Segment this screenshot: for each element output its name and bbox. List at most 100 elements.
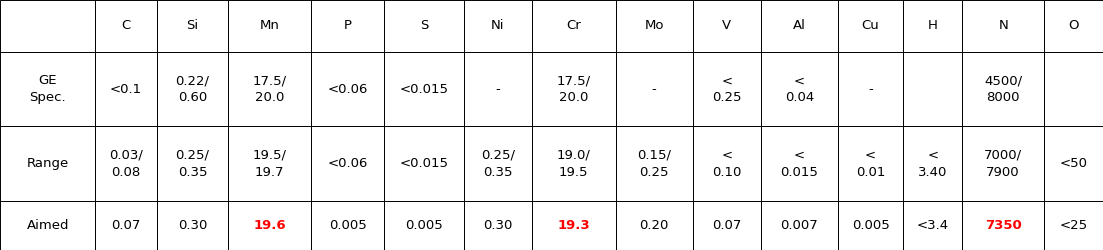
- Text: 19.3: 19.3: [557, 219, 590, 232]
- Bar: [384, 126, 464, 201]
- Text: 17.5/
20.0: 17.5/ 20.0: [557, 74, 591, 104]
- Bar: [761, 0, 838, 52]
- Text: Cr: Cr: [566, 19, 581, 32]
- Text: <0.06: <0.06: [328, 82, 368, 96]
- Text: 0.07: 0.07: [111, 219, 141, 232]
- Bar: [95, 126, 157, 201]
- Text: <0.015: <0.015: [399, 82, 449, 96]
- Text: C: C: [121, 19, 131, 32]
- Text: <
0.01: < 0.01: [856, 149, 886, 179]
- Bar: [615, 126, 693, 201]
- Bar: [311, 201, 384, 250]
- Bar: [615, 0, 693, 52]
- Bar: [228, 0, 311, 52]
- Bar: [962, 0, 1045, 52]
- Bar: [157, 0, 228, 52]
- Bar: [838, 201, 903, 250]
- Bar: [95, 0, 157, 52]
- Text: 19.5/
19.7: 19.5/ 19.7: [253, 149, 287, 179]
- Text: Si: Si: [186, 19, 199, 32]
- Bar: [532, 0, 615, 52]
- Bar: [532, 52, 615, 127]
- Bar: [95, 201, 157, 250]
- Bar: [464, 52, 532, 127]
- Bar: [693, 201, 761, 250]
- Bar: [838, 126, 903, 201]
- Bar: [384, 52, 464, 127]
- Bar: [228, 201, 311, 250]
- Text: Cu: Cu: [861, 19, 879, 32]
- Text: -: -: [652, 82, 656, 96]
- Bar: [1045, 0, 1103, 52]
- Bar: [693, 52, 761, 127]
- Bar: [962, 52, 1045, 127]
- Text: 19.0/
19.5: 19.0/ 19.5: [557, 149, 591, 179]
- Text: S: S: [420, 19, 428, 32]
- Text: <
0.10: < 0.10: [713, 149, 741, 179]
- Bar: [903, 52, 962, 127]
- Text: 0.15/
0.25: 0.15/ 0.25: [638, 149, 671, 179]
- Bar: [0, 126, 95, 201]
- Bar: [693, 126, 761, 201]
- Bar: [311, 0, 384, 52]
- Text: -: -: [495, 82, 501, 96]
- Bar: [311, 126, 384, 201]
- Text: GE
Spec.: GE Spec.: [30, 74, 66, 104]
- Text: 0.20: 0.20: [640, 219, 668, 232]
- Bar: [838, 0, 903, 52]
- Bar: [0, 201, 95, 250]
- Bar: [761, 201, 838, 250]
- Text: 0.25/
0.35: 0.25/ 0.35: [481, 149, 515, 179]
- Bar: [0, 0, 95, 52]
- Text: Mn: Mn: [259, 19, 279, 32]
- Bar: [464, 201, 532, 250]
- Text: 0.25/
0.35: 0.25/ 0.35: [175, 149, 210, 179]
- Text: 0.22/
0.60: 0.22/ 0.60: [175, 74, 210, 104]
- Text: O: O: [1068, 19, 1079, 32]
- Text: Aimed: Aimed: [26, 219, 68, 232]
- Text: 17.5/
20.0: 17.5/ 20.0: [253, 74, 287, 104]
- Bar: [464, 126, 532, 201]
- Text: Al: Al: [793, 19, 806, 32]
- Bar: [157, 201, 228, 250]
- Bar: [615, 52, 693, 127]
- Bar: [962, 201, 1045, 250]
- Text: -: -: [868, 82, 872, 96]
- Text: <50: <50: [1060, 157, 1088, 170]
- Bar: [311, 52, 384, 127]
- Text: 0.30: 0.30: [483, 219, 513, 232]
- Bar: [384, 0, 464, 52]
- Bar: [228, 126, 311, 201]
- Bar: [1045, 126, 1103, 201]
- Bar: [615, 201, 693, 250]
- Bar: [761, 126, 838, 201]
- Bar: [95, 52, 157, 127]
- Text: 0.03/
0.08: 0.03/ 0.08: [109, 149, 143, 179]
- Text: 0.07: 0.07: [713, 219, 741, 232]
- Bar: [761, 52, 838, 127]
- Bar: [903, 126, 962, 201]
- Bar: [157, 52, 228, 127]
- Text: <0.06: <0.06: [328, 157, 368, 170]
- Text: 4500/
8000: 4500/ 8000: [984, 74, 1022, 104]
- Text: <
0.25: < 0.25: [711, 74, 741, 104]
- Text: <3.4: <3.4: [917, 219, 949, 232]
- Text: 0.005: 0.005: [329, 219, 366, 232]
- Text: <0.1: <0.1: [110, 82, 142, 96]
- Text: <0.015: <0.015: [399, 157, 449, 170]
- Text: 0.007: 0.007: [781, 219, 818, 232]
- Text: N: N: [998, 19, 1008, 32]
- Text: Ni: Ni: [491, 19, 505, 32]
- Text: 0.005: 0.005: [405, 219, 442, 232]
- Bar: [1045, 52, 1103, 127]
- Text: 19.6: 19.6: [254, 219, 286, 232]
- Bar: [903, 0, 962, 52]
- Text: 7350: 7350: [985, 219, 1021, 232]
- Bar: [962, 126, 1045, 201]
- Text: V: V: [722, 19, 731, 32]
- Text: <
0.04: < 0.04: [784, 74, 814, 104]
- Text: 0.30: 0.30: [178, 219, 207, 232]
- Text: <
3.40: < 3.40: [918, 149, 947, 179]
- Bar: [1045, 201, 1103, 250]
- Bar: [838, 52, 903, 127]
